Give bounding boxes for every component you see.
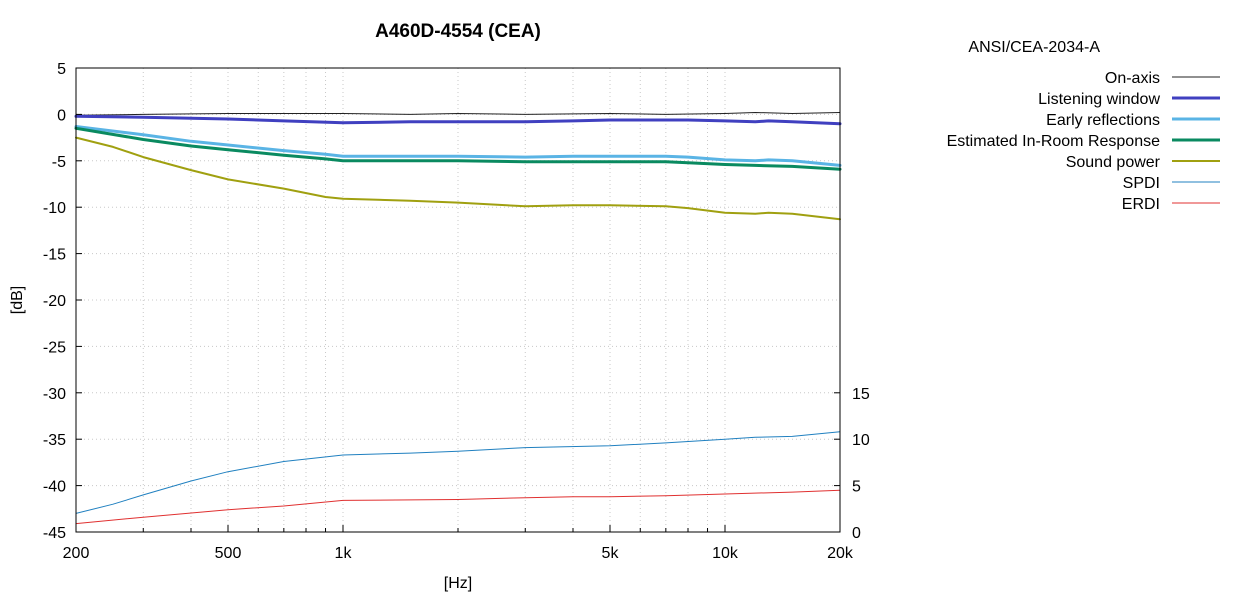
series-early-reflections-line	[74, 125, 842, 167]
axis-ticks: 5 0 -5 -10 -15 -20 -25 -30 -35 -40 -45 200 500 1k 5k 10…	[43, 61, 870, 562]
y-tick-label: -15	[43, 247, 66, 264]
x-tick-label: 10k	[712, 545, 739, 562]
series-on-axis-line	[75, 112, 841, 116]
series-erdi-line	[75, 489, 841, 525]
legend-label-early-reflections: Early reflections	[1046, 112, 1160, 129]
y2-tick-label: 10	[852, 432, 870, 449]
legend: ANSI/CEA-2034-A On-axis Listening window E…	[947, 39, 1220, 213]
y-tick-label: -5	[52, 154, 66, 171]
y2-tick-label: 0	[852, 525, 861, 542]
x-tick-label: 20k	[827, 545, 854, 562]
legend-label-sound-power: Sound power	[1066, 154, 1161, 171]
grid	[76, 68, 840, 532]
x-tick-label: 500	[215, 545, 242, 562]
y-tick-label: -45	[43, 525, 66, 542]
x-tick-label: 5k	[602, 545, 620, 562]
x-tick-label: 200	[63, 545, 90, 562]
legend-label-spdi: SPDI	[1123, 175, 1160, 192]
legend-label-estimated-in-room-response: Estimated In-Room Response	[947, 133, 1161, 150]
series-listening-window-line	[74, 114, 842, 126]
y-tick-label: -30	[43, 386, 66, 403]
series-spdi-line	[75, 431, 841, 514]
y-tick-label: 0	[57, 107, 66, 124]
y2-tick-label: 5	[852, 479, 861, 496]
x-tick-label: 1k	[335, 545, 353, 562]
y-tick-label: -10	[43, 200, 66, 217]
x-axis-label: [Hz]	[444, 575, 472, 592]
series-estimated-in-room-response-line	[74, 126, 842, 171]
y-tick-label: -40	[43, 479, 66, 496]
legend-label-listening-window: Listening window	[1038, 91, 1160, 108]
legend-label-on-axis: On-axis	[1105, 70, 1160, 87]
series-sound-power-line	[75, 136, 841, 221]
series-lines	[74, 112, 842, 525]
y-tick-label: 5	[57, 61, 66, 78]
y-tick-label: -25	[43, 339, 66, 356]
y2-tick-label: 15	[852, 386, 870, 403]
legend-label-erdi: ERDI	[1122, 196, 1160, 213]
legend-title: ANSI/CEA-2034-A	[968, 39, 1100, 56]
y-tick-label: -35	[43, 432, 66, 449]
y-axis-label: [dB]	[9, 286, 26, 314]
y-tick-label: -20	[43, 293, 66, 310]
chart-title: A460D-4554 (CEA)	[375, 21, 541, 42]
